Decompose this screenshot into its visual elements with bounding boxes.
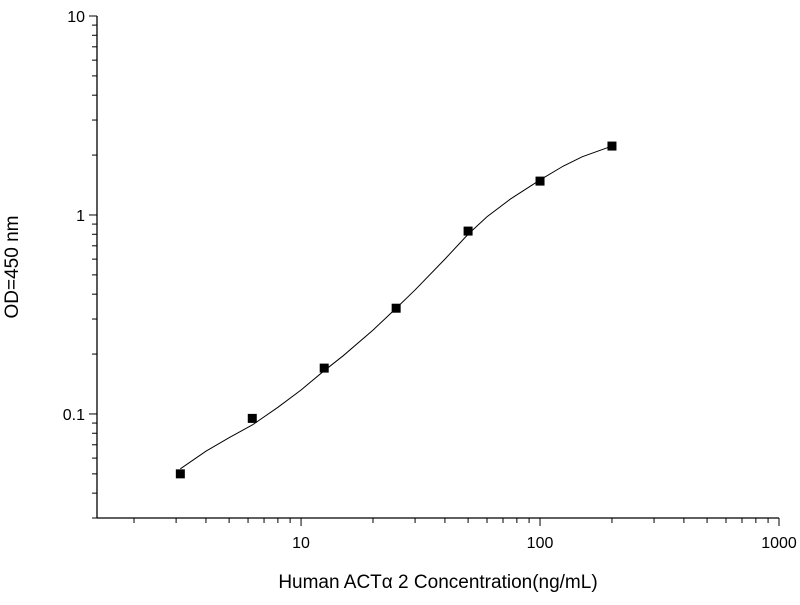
data-point [319,363,329,373]
y-axis-title: OD=450 nm [2,216,23,319]
y-tick-label: 0.1 [63,407,85,424]
data-point [175,469,185,479]
series-layer [175,141,617,479]
x-axis-title: Human ACTα 2 Concentration(ng/mL) [278,572,597,593]
data-point [535,176,545,186]
axes-layer [96,16,779,519]
data-point [391,303,401,313]
x-tick-label: 10 [292,535,310,552]
x-tick-label: 1000 [761,535,797,552]
data-point [247,413,257,423]
ticks-layer: 10 100 1000 0.1 1 10 [63,9,797,552]
y-tick-label: 10 [67,9,85,26]
data-point [463,226,473,236]
x-tick-label: 100 [527,535,554,552]
y-tick-label: 1 [76,208,85,225]
data-point [607,141,617,151]
